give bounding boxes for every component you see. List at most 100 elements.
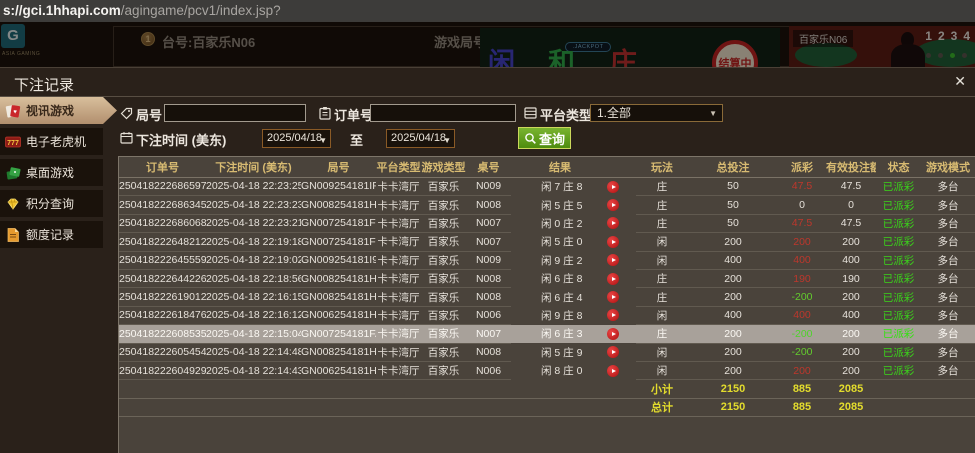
- total-valid-bet: 2085: [826, 398, 876, 418]
- bet-area-player[interactable]: 闲: [488, 48, 515, 67]
- sidebar-item-credit-record[interactable]: 额度记录: [0, 221, 103, 248]
- column-header: 局号: [301, 157, 376, 178]
- close-icon[interactable]: ✕: [954, 73, 966, 89]
- play-video-icon[interactable]: [607, 180, 619, 193]
- round-no-input[interactable]: [164, 104, 306, 122]
- play-video-icon[interactable]: [607, 272, 619, 285]
- play-video-icon[interactable]: [607, 327, 619, 340]
- play-video-icon[interactable]: [607, 364, 619, 377]
- table-row[interactable]: 250418222645559 2025-04-18 22:19:02 GN0092…: [119, 251, 975, 270]
- valid-bet-cell: 200: [826, 343, 876, 362]
- play-video-icon[interactable]: [607, 199, 619, 212]
- table-row[interactable]: 250418222618476 2025-04-18 22:16:12 GN0062…: [119, 306, 975, 326]
- payout-cell: -200: [778, 287, 826, 307]
- payout-cell: 47.5: [778, 177, 826, 197]
- valid-bet-cell: 400: [826, 251, 876, 270]
- play-video-icon[interactable]: [607, 291, 619, 304]
- table-row[interactable]: 250418222619012 2025-04-18 22:16:15 GN0082…: [119, 287, 975, 307]
- play-triangle: [611, 368, 616, 373]
- game-type-cell: 百家乐: [421, 343, 466, 362]
- play-type-cell: 闲: [636, 251, 688, 270]
- order-no-input[interactable]: [370, 104, 516, 122]
- order-no-cell: 250418222618476: [119, 306, 206, 326]
- points-gem-icon: [7, 198, 19, 210]
- date-to-picker[interactable]: 2025/04/18 ▼: [386, 129, 455, 148]
- total-total-bet: 2150: [688, 398, 778, 418]
- order-no-cell: 250418222604929: [119, 361, 206, 381]
- spacer: [876, 398, 975, 418]
- date-from-picker[interactable]: 2025/04/18 ▼: [262, 129, 331, 148]
- table-no-cell: N008: [466, 287, 511, 307]
- search-button[interactable]: 查询: [518, 127, 571, 149]
- valid-bet-cell: 200: [826, 361, 876, 381]
- table-no-cell: N008: [466, 269, 511, 289]
- table-row[interactable]: 250418222648212 2025-04-18 22:19:18 GN0072…: [119, 232, 975, 252]
- bet-area-tie[interactable]: 和: [548, 48, 575, 67]
- result-cell: 闲 8 庄 0: [511, 361, 636, 379]
- spacer: [876, 379, 975, 399]
- camera-number[interactable]: 4: [963, 29, 970, 43]
- table-row[interactable]: 250418222686597 2025-04-18 22:23:25 GN0092…: [119, 177, 975, 197]
- sidebar-item-label: 电子老虎机: [26, 135, 87, 149]
- play-video-icon[interactable]: [607, 254, 619, 267]
- subtotal-payout: 885: [778, 379, 826, 399]
- status-cell: 已派彩: [876, 324, 921, 344]
- valid-bet-cell: 200: [826, 324, 876, 344]
- game-table-label: 台号:百家乐N06: [162, 35, 256, 50]
- video-table-label: 百家乐N06: [793, 30, 854, 47]
- spacer: [119, 398, 636, 418]
- play-video-icon[interactable]: [607, 217, 619, 230]
- game-type-cell: 百家乐: [421, 324, 466, 344]
- table-row[interactable]: 250418222605454 2025-04-18 22:14:48 GN0082…: [119, 343, 975, 362]
- platform-type-select[interactable]: 1.全部 ▼: [590, 104, 723, 122]
- browser-url-bar[interactable]: s://gci.1hhapi.com/agingame/pcv1/index.j…: [0, 0, 975, 22]
- game-type-cell: 百家乐: [421, 306, 466, 326]
- table-row[interactable]: 250418222686345 2025-04-18 22:23:23 GN0082…: [119, 195, 975, 215]
- valid-bet-cell: 190: [826, 269, 876, 289]
- total-bet-cell: 50: [688, 214, 778, 234]
- play-video-icon[interactable]: [607, 346, 619, 359]
- result-text: 闲 0 庄 2: [541, 217, 583, 230]
- sidebar-item-points-query[interactable]: 积分查询: [0, 190, 103, 217]
- column-header: 游戏类型: [421, 157, 466, 178]
- order-no-cell: 250418222608535: [119, 324, 206, 344]
- column-header: 玩法: [636, 157, 688, 178]
- chevron-down-icon: ▼: [709, 109, 717, 118]
- play-video-icon[interactable]: [607, 309, 619, 322]
- subtotal-valid-bet: 2085: [826, 379, 876, 399]
- camera-number[interactable]: 3: [950, 29, 958, 43]
- table-row[interactable]: 250418222686068 2025-04-18 22:23:21 GN0072…: [119, 214, 975, 234]
- game-mode-cell: 多台: [921, 324, 975, 344]
- table-row[interactable]: 250418222608535 2025-04-18 22:15:04 GN0072…: [119, 324, 975, 344]
- camera-number[interactable]: 1: [925, 29, 932, 43]
- calendar-icon: [120, 132, 133, 144]
- table-row[interactable]: 250418222604929 2025-04-18 22:14:43 GN0062…: [119, 361, 975, 381]
- sidebar-item-slots[interactable]: 777 电子老虎机: [0, 128, 103, 155]
- play-video-icon[interactable]: [607, 235, 619, 248]
- video-cards-icon: ♥: [5, 104, 21, 118]
- valid-bet-cell: 0: [826, 195, 876, 215]
- result-cell: 闲 5 庄 5: [511, 196, 636, 214]
- play-triangle: [611, 221, 616, 226]
- bet-area-banker[interactable]: 庄: [610, 48, 637, 67]
- camera-number[interactable]: 2: [937, 29, 945, 43]
- sidebar-item-table-games[interactable]: 桌面游戏: [0, 159, 103, 186]
- payout-cell: 400: [778, 251, 826, 270]
- table-row[interactable]: 250418222644226 2025-04-18 22:18:56 GN0082…: [119, 269, 975, 289]
- game-round-label: 游戏局号:GN006254181IB: [434, 35, 588, 50]
- column-header: 游戏模式: [921, 157, 975, 178]
- status-cell: 已派彩: [876, 269, 921, 289]
- result-text: 闲 7 庄 8: [541, 181, 583, 194]
- sidebar-item-label: 视讯游戏: [26, 104, 75, 118]
- to-label: 至: [350, 133, 364, 148]
- result-cell: 闲 0 庄 2: [511, 214, 636, 232]
- round-no-cell: GN008254181HK: [301, 195, 376, 215]
- total-label: 总计: [636, 398, 688, 418]
- platform-cell: 卡卡湾厅: [376, 287, 421, 307]
- play-type-cell: 庄: [636, 324, 688, 344]
- valid-bet-cell: 47.5: [826, 214, 876, 234]
- sidebar-item-label: 额度记录: [26, 228, 75, 242]
- sidebar-item-video-games[interactable]: ♥ 视讯游戏: [0, 97, 117, 124]
